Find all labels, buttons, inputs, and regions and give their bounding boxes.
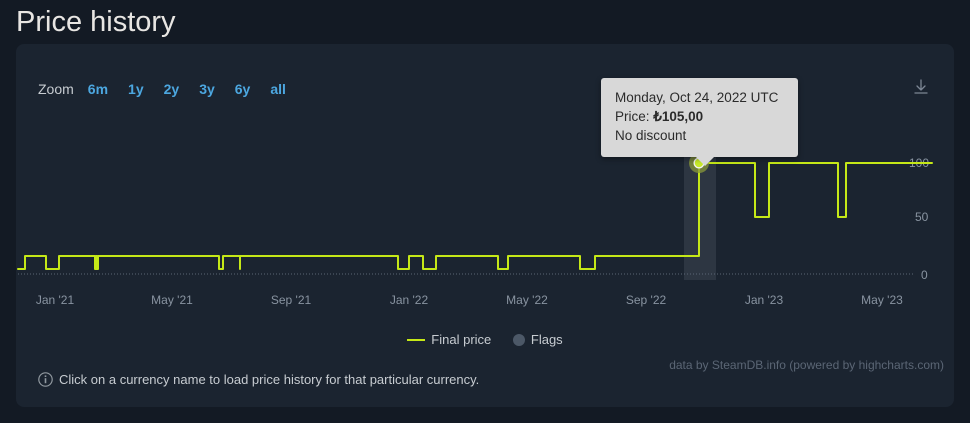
svg-text:0: 0 [921,268,928,280]
svg-text:50: 50 [915,210,929,224]
